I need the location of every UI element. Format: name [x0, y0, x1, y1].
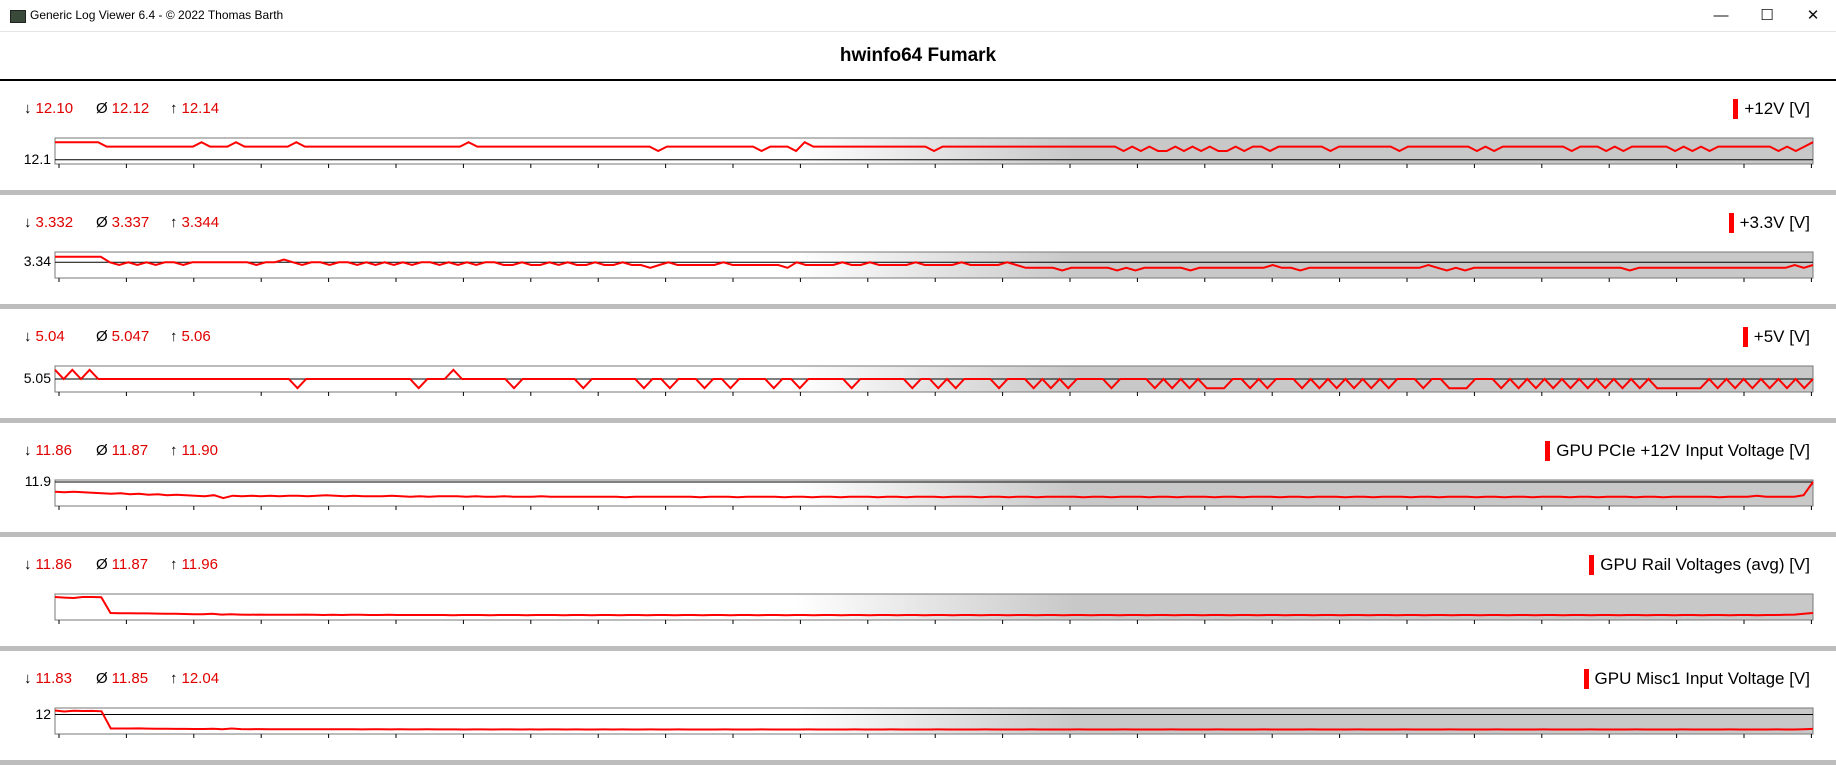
- stat-max-value: 12.14: [181, 100, 220, 117]
- legend-label: +12V [V]: [1744, 99, 1810, 118]
- legend-swatch: [1583, 669, 1589, 689]
- legend-label: GPU PCIe +12V Input Voltage [V]: [1556, 441, 1810, 460]
- stat-max-symbol: ↑: [170, 442, 178, 459]
- stat-min-value: 11.86: [35, 442, 72, 459]
- legend-swatch: [1589, 555, 1595, 575]
- panel-separator: [0, 304, 1836, 309]
- panel-separator: [0, 418, 1836, 423]
- minimize-button[interactable]: —: [1713, 7, 1729, 24]
- stat-avg-value: 5.047: [111, 328, 150, 345]
- chart-title: hwinfo64 Fumark: [839, 45, 997, 66]
- stat-max-value: 11.96: [181, 556, 218, 573]
- plot-area: [54, 593, 1814, 621]
- stat-min-value: 3.332: [35, 214, 74, 231]
- stat-max: ↑ 3.344: [170, 214, 219, 231]
- y-tick-label: 12: [35, 705, 51, 722]
- stat-max: ↑ 11.96: [170, 556, 218, 573]
- legend-swatch: [1728, 213, 1734, 233]
- y-tick-label: 5.05: [23, 370, 51, 386]
- stat-max-symbol: ↑: [170, 328, 178, 345]
- plot-area: [54, 707, 1814, 735]
- stat-max: ↑ 11.90: [170, 442, 218, 459]
- legend-swatch: [1545, 441, 1551, 461]
- stat-min-value: 5.04: [35, 328, 65, 345]
- series-line: [54, 368, 1814, 390]
- stat-min: ↓ 11.83: [24, 670, 72, 687]
- stat-avg-value: 11.87: [111, 556, 149, 573]
- y-tick-label: 3.34: [23, 253, 51, 270]
- stat-max-symbol: ↑: [170, 214, 178, 231]
- stat-min-symbol: ↓: [24, 556, 32, 573]
- stat-max-symbol: ↑: [170, 100, 178, 117]
- stat-avg-value: 11.85: [111, 670, 149, 687]
- stat-min-symbol: ↓: [24, 328, 32, 345]
- stat-min: ↓ 12.10: [24, 100, 73, 117]
- plot-area: [54, 479, 1814, 507]
- stat-min-value: 11.86: [35, 556, 72, 573]
- panel-separator: [0, 190, 1836, 195]
- stat-min: ↓ 3.332: [24, 214, 73, 231]
- legend-label: +3.3V [V]: [1739, 213, 1810, 232]
- stat-avg-symbol: Ø: [96, 556, 108, 573]
- stat-min-value: 12.10: [35, 100, 74, 117]
- chart-header: hwinfo64 Fumark: [0, 31, 1836, 81]
- stat-max: ↑ 12.14: [170, 100, 219, 117]
- stat-avg: Ø 12.12: [96, 100, 149, 117]
- series-line: [55, 255, 1814, 272]
- stat-max-value: 11.90: [181, 442, 218, 459]
- stat-avg-symbol: Ø: [96, 214, 108, 231]
- stat-min: ↓ 11.86: [24, 442, 72, 459]
- series-line: [54, 481, 1814, 500]
- stat-min: ↓ 11.86: [24, 556, 72, 573]
- y-tick-label: 12.1: [23, 150, 51, 167]
- stat-avg-value: 11.87: [111, 442, 149, 459]
- stat-max-value: 12.04: [181, 670, 220, 687]
- plot-area: [54, 251, 1814, 279]
- y-tick-label: 11.9: [24, 473, 51, 489]
- stat-avg: Ø 11.87: [96, 556, 148, 573]
- stat-min-symbol: ↓: [24, 100, 32, 117]
- series-line: [54, 709, 1814, 731]
- stat-min-value: 11.83: [35, 670, 72, 687]
- stat-max-symbol: ↑: [170, 670, 178, 687]
- stat-max: ↑ 5.06: [170, 328, 211, 345]
- legend-label: GPU Misc1 Input Voltage [V]: [1594, 669, 1810, 688]
- stat-avg: Ø 11.85: [96, 670, 148, 687]
- stat-avg-symbol: Ø: [96, 670, 108, 687]
- series-line: [54, 596, 1814, 617]
- stat-avg-symbol: Ø: [96, 442, 108, 459]
- stat-avg-symbol: Ø: [96, 328, 108, 345]
- plot-area: [54, 137, 1814, 165]
- maximize-button[interactable]: ☐: [1760, 7, 1774, 24]
- app-icon: [10, 10, 26, 23]
- stat-avg-value: 3.337: [111, 214, 150, 231]
- stat-avg-value: 12.12: [111, 100, 150, 117]
- panel-separator: [0, 532, 1836, 537]
- legend-label: +5V [V]: [1753, 327, 1810, 346]
- stat-max-value: 3.344: [181, 214, 220, 231]
- legend-label: GPU Rail Voltages (avg) [V]: [1600, 555, 1810, 574]
- stat-avg: Ø 5.047: [96, 328, 149, 345]
- legend-swatch: [1742, 327, 1748, 347]
- series-line: [55, 140, 1814, 153]
- stat-max-value: 5.06: [181, 328, 211, 345]
- window-titlebar: Generic Log Viewer 6.4 - © 2022 Thomas B…: [0, 0, 1836, 32]
- close-button[interactable]: ✕: [1806, 7, 1820, 24]
- panel-separator: [0, 646, 1836, 651]
- stat-max: ↑ 12.04: [170, 670, 219, 687]
- stat-min: ↓ 5.04: [24, 328, 65, 345]
- stat-avg-symbol: Ø: [96, 100, 108, 117]
- window-title: Generic Log Viewer 6.4 - © 2022 Thomas B…: [30, 8, 284, 22]
- stat-min-symbol: ↓: [24, 442, 32, 459]
- legend-swatch: [1733, 99, 1739, 119]
- stat-avg: Ø 3.337: [96, 214, 149, 231]
- stat-min-symbol: ↓: [24, 670, 32, 687]
- stat-max-symbol: ↑: [170, 556, 178, 573]
- stat-avg: Ø 11.87: [96, 442, 148, 459]
- stat-min-symbol: ↓: [24, 214, 32, 231]
- plot-area: [54, 365, 1814, 393]
